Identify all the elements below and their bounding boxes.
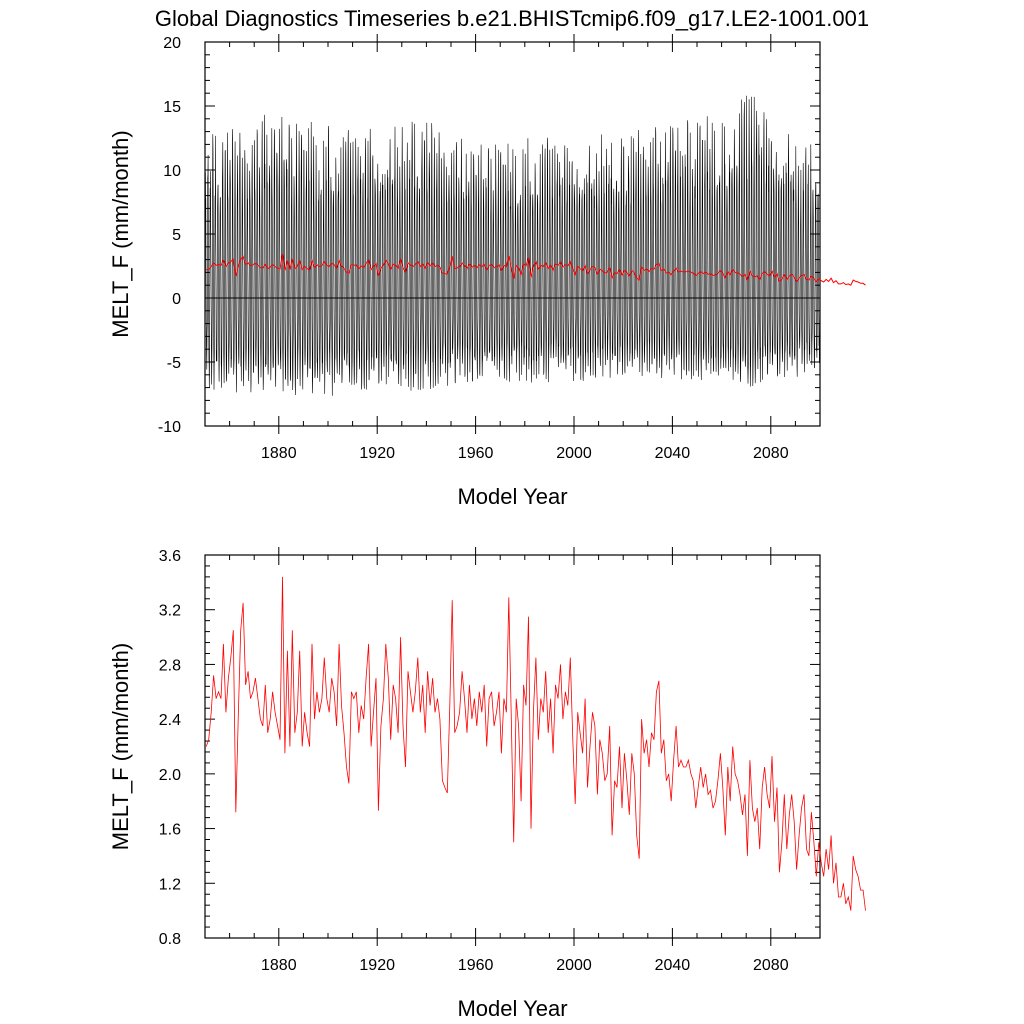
y-tick-label: 1.6 [159, 822, 181, 839]
figure-title: Global Diagnostics Timeseries b.e21.BHIS… [155, 6, 869, 31]
y-tick-label: 0 [172, 291, 181, 308]
y-tick-label: 20 [163, 35, 181, 52]
y-tick-label: 10 [163, 163, 181, 180]
x-tick-label: 2080 [753, 957, 789, 974]
y-axis-label: MELT_F (mm/month) [108, 130, 133, 337]
x-tick-label: 2000 [556, 445, 592, 462]
annual-series-line [205, 576, 866, 911]
x-tick-label: 2040 [655, 957, 691, 974]
y-tick-label: -5 [167, 355, 181, 372]
x-tick-label: 1920 [359, 445, 395, 462]
monthly-series-line [205, 95, 820, 396]
top-panel-monthly-timeseries: 1880 1920 1960 2000 2040 2080 -10 -5 0 5 10 15 20 Mod… [108, 34, 866, 509]
y-tick-label: -10 [158, 419, 181, 436]
x-tick-label: 2000 [556, 957, 592, 974]
y-tick-label: 2.8 [159, 657, 181, 674]
x-tick-label: 1880 [261, 957, 297, 974]
y-tick-label: 3.2 [159, 603, 181, 620]
x-tick-label: 1920 [359, 957, 395, 974]
bottom-panel-annual-timeseries: 1880 1920 1960 2000 2040 2080 0.8 1.2 1.6 2.0 2.4 2… [108, 547, 866, 1021]
y-tick-label: 15 [163, 99, 181, 116]
x-axis-label: Model Year [457, 996, 567, 1021]
x-tick-label: 2080 [753, 445, 789, 462]
plot-frame [204, 554, 821, 939]
x-axis-label: Model Year [457, 484, 567, 509]
y-axis-label: MELT_F (mm/month) [108, 643, 133, 850]
y-tick-label: 5 [172, 227, 181, 244]
x-tick-label: 1880 [261, 445, 297, 462]
y-tick-label: 2.4 [159, 712, 181, 729]
y-tick-label: 0.8 [159, 931, 181, 948]
x-tick-label: 2040 [655, 445, 691, 462]
x-tick-label: 1960 [458, 445, 494, 462]
y-tick-label: 1.2 [159, 876, 181, 893]
x-tick-label: 1960 [458, 957, 494, 974]
annual-mean-series-line [206, 253, 866, 286]
y-tick-label: 3.6 [159, 548, 181, 565]
y-tick-label: 2.0 [159, 767, 181, 784]
